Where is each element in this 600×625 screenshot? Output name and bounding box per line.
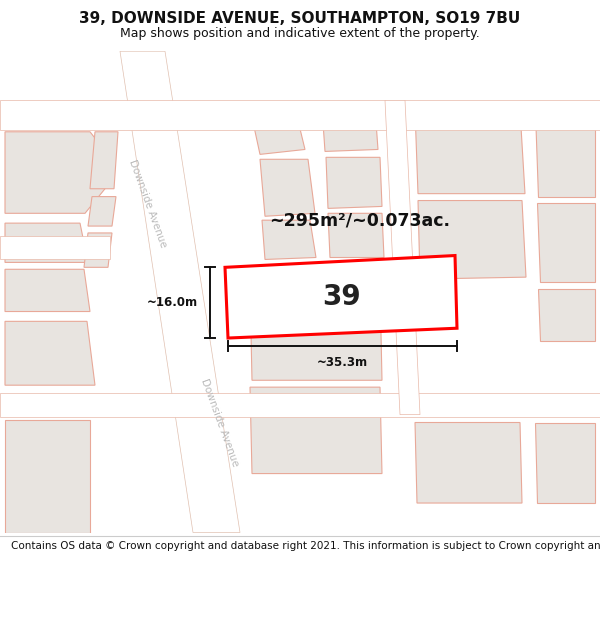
- Polygon shape: [418, 201, 526, 279]
- Polygon shape: [537, 204, 595, 282]
- Polygon shape: [84, 233, 112, 268]
- Polygon shape: [250, 387, 382, 474]
- Polygon shape: [5, 419, 90, 532]
- Text: 39: 39: [322, 283, 361, 311]
- Text: 39, DOWNSIDE AVENUE, SOUTHAMPTON, SO19 7BU: 39, DOWNSIDE AVENUE, SOUTHAMPTON, SO19 7…: [79, 11, 521, 26]
- Polygon shape: [322, 108, 378, 151]
- Text: Downside Avenue: Downside Avenue: [199, 377, 241, 468]
- Text: ~295m²/~0.073ac.: ~295m²/~0.073ac.: [269, 211, 451, 229]
- Polygon shape: [535, 422, 595, 503]
- Polygon shape: [385, 101, 420, 414]
- Polygon shape: [0, 101, 600, 130]
- Text: ~16.0m: ~16.0m: [147, 296, 198, 309]
- Text: Map shows position and indicative extent of the property.: Map shows position and indicative extent…: [120, 27, 480, 40]
- Text: Downside Avenue: Downside Avenue: [127, 158, 169, 249]
- Text: Contains OS data © Crown copyright and database right 2021. This information is : Contains OS data © Crown copyright and d…: [11, 541, 600, 551]
- Polygon shape: [415, 422, 522, 503]
- Polygon shape: [88, 197, 116, 226]
- Polygon shape: [260, 159, 315, 216]
- Polygon shape: [90, 132, 118, 189]
- Polygon shape: [5, 321, 95, 385]
- Polygon shape: [0, 236, 110, 259]
- Polygon shape: [120, 51, 240, 532]
- Polygon shape: [415, 110, 525, 194]
- Polygon shape: [5, 269, 90, 311]
- Polygon shape: [225, 256, 457, 338]
- Polygon shape: [326, 158, 382, 208]
- Polygon shape: [0, 393, 600, 417]
- Text: ~35.3m: ~35.3m: [317, 356, 368, 369]
- Polygon shape: [250, 287, 382, 380]
- Polygon shape: [538, 289, 595, 341]
- Polygon shape: [250, 108, 305, 154]
- Polygon shape: [5, 223, 88, 262]
- Polygon shape: [262, 220, 316, 259]
- Polygon shape: [535, 112, 595, 197]
- Polygon shape: [328, 213, 384, 258]
- Polygon shape: [5, 132, 105, 213]
